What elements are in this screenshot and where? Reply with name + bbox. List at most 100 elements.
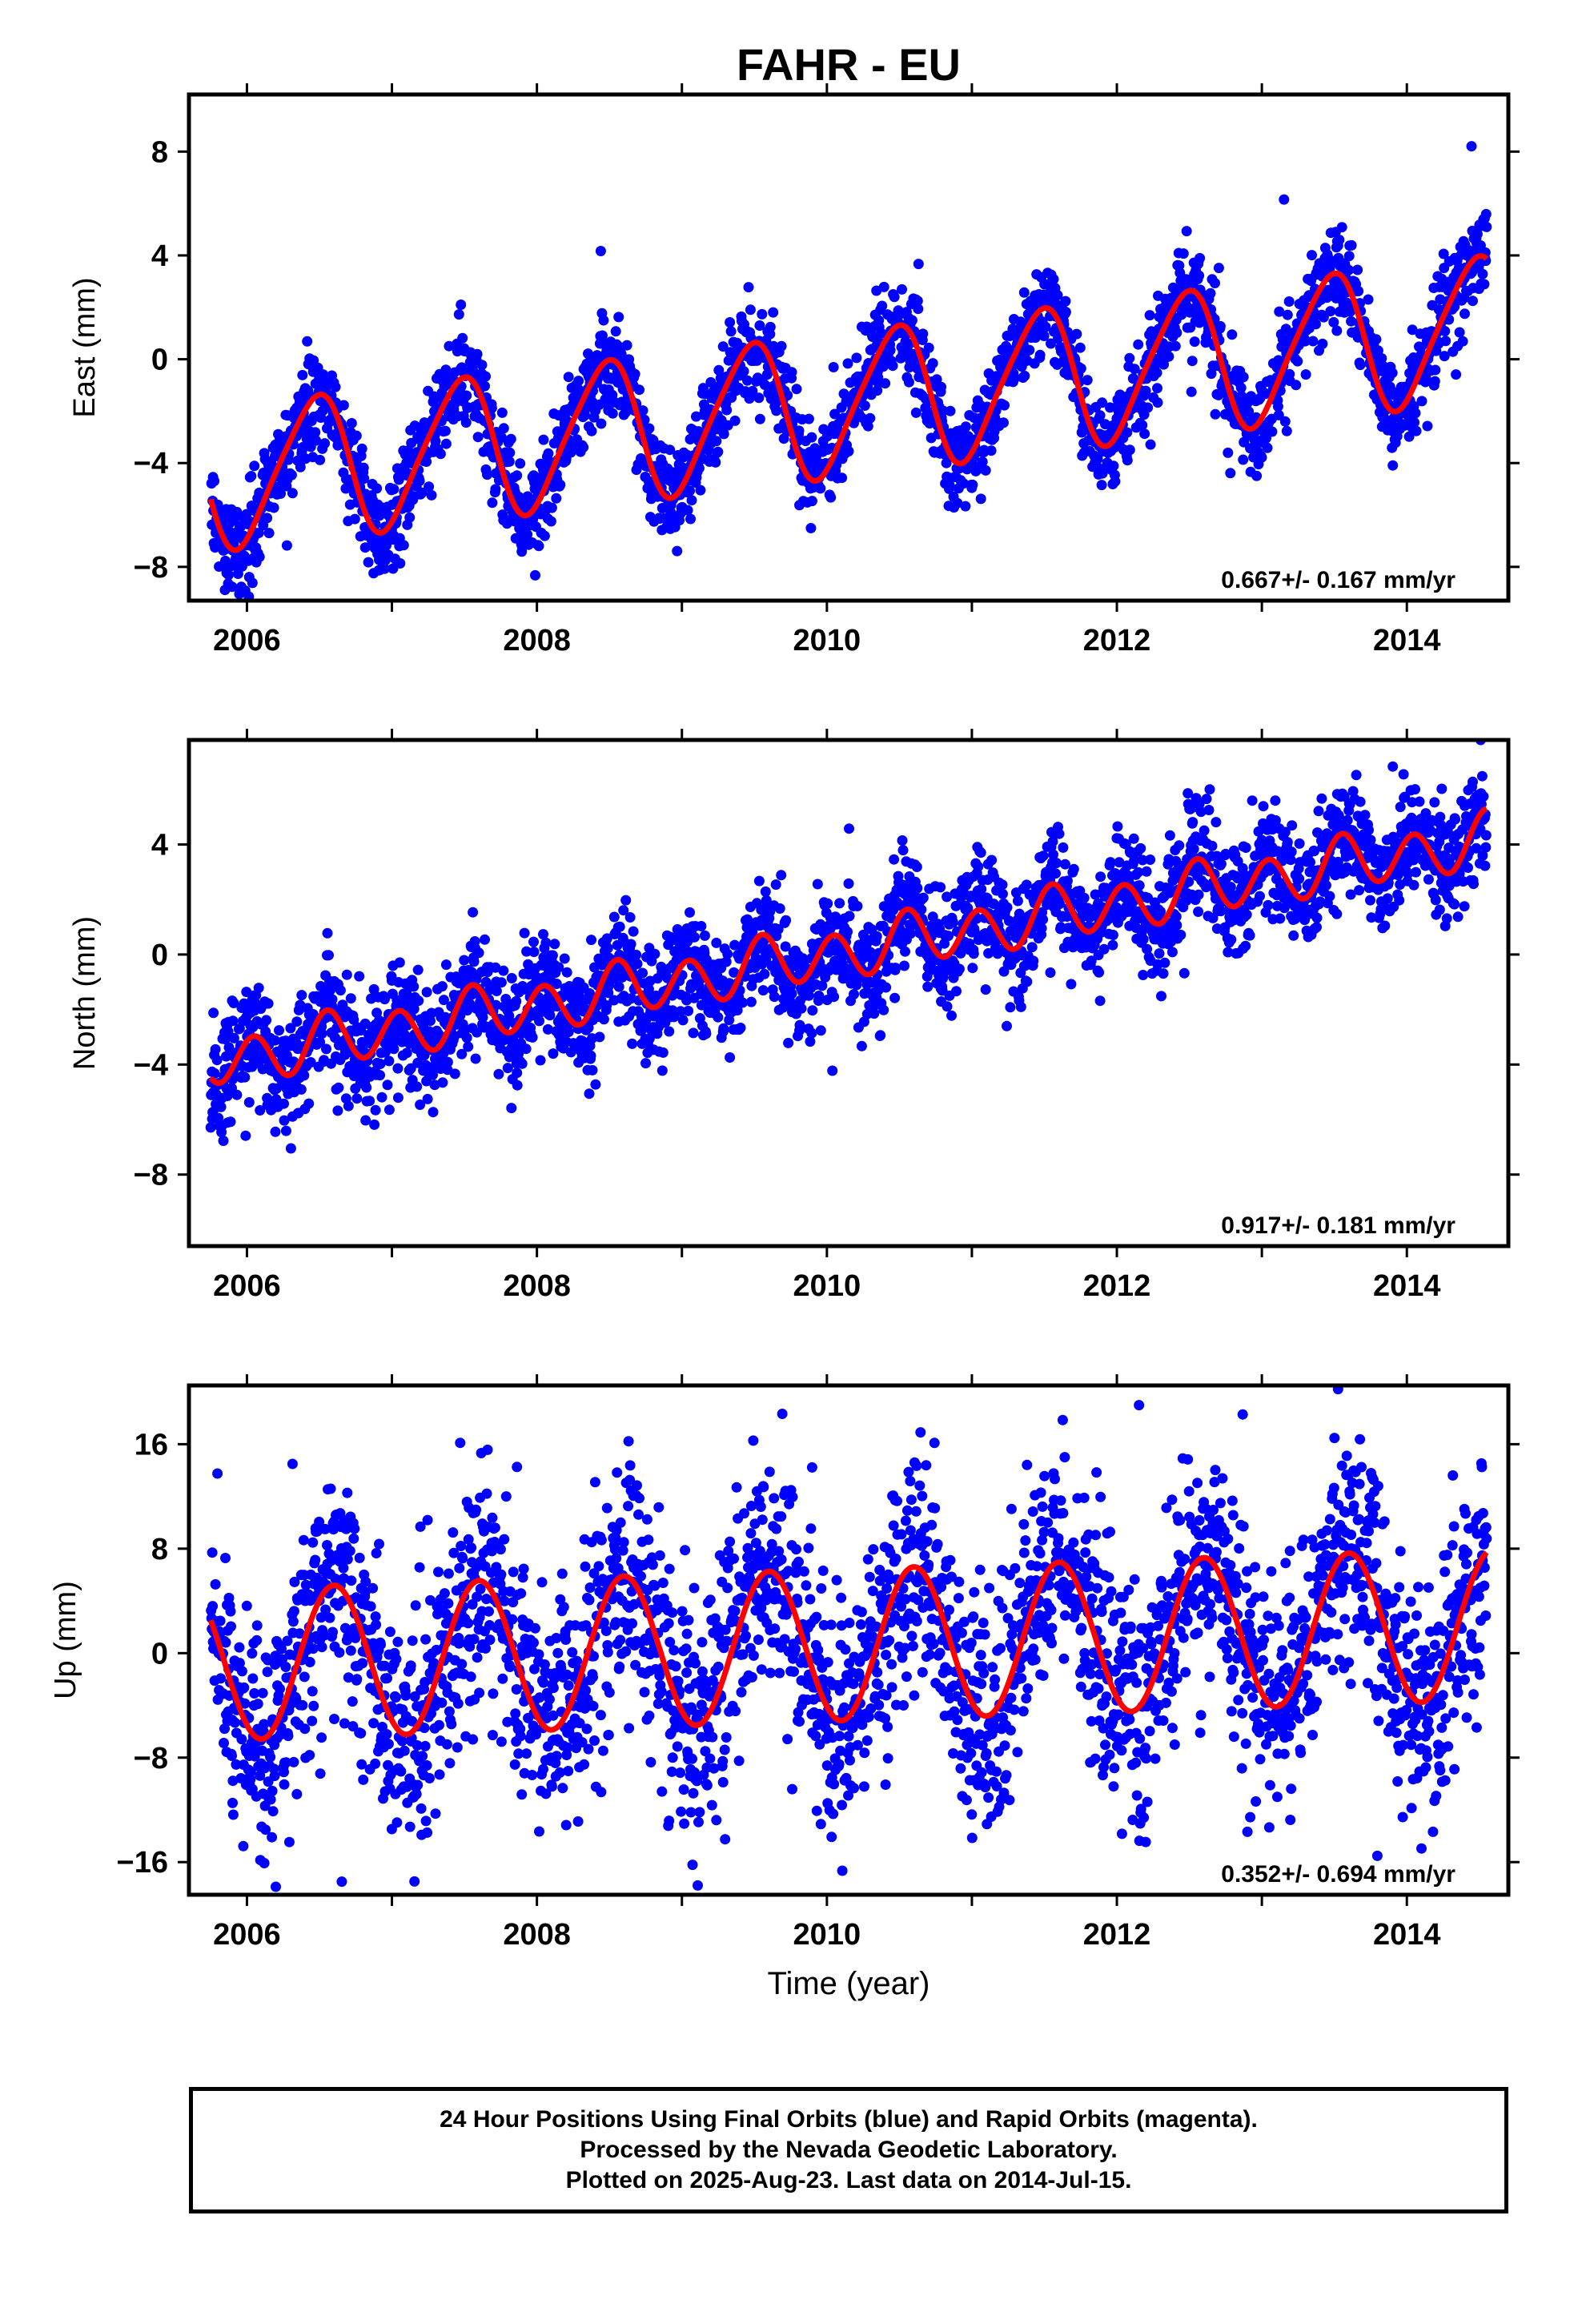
east-data-point xyxy=(713,446,724,457)
north-data-point xyxy=(618,905,629,916)
east-data-point xyxy=(958,478,969,489)
east-data-point xyxy=(1267,426,1278,437)
north-data-point xyxy=(1138,970,1149,980)
east-data-point xyxy=(1460,308,1470,320)
east-data-point xyxy=(1291,380,1302,391)
north-data-point xyxy=(601,933,612,944)
east-data-point xyxy=(253,528,264,538)
north-data-point xyxy=(227,1015,239,1027)
north-data-point xyxy=(519,927,530,939)
north-data-point xyxy=(637,967,648,979)
east-data-point xyxy=(880,378,891,389)
north-data-point xyxy=(624,912,636,923)
north-data-point xyxy=(916,904,927,915)
east-data-point xyxy=(1236,391,1247,401)
north-data-point xyxy=(468,956,480,967)
north-data-point xyxy=(506,1103,517,1114)
north-data-point xyxy=(321,1043,331,1055)
east-data-point xyxy=(1238,454,1249,465)
north-data-point xyxy=(412,1057,424,1068)
north-data-point xyxy=(732,1005,743,1015)
east-data-point xyxy=(710,456,721,468)
north-data-point xyxy=(388,1043,400,1055)
east-data-point xyxy=(1307,250,1317,261)
north-data-point xyxy=(470,1053,481,1064)
east-data-point xyxy=(472,432,484,443)
north-data-point xyxy=(1128,833,1139,844)
east-data-point xyxy=(771,405,782,416)
east-data-point xyxy=(1355,360,1366,371)
north-data-point xyxy=(511,995,522,1007)
east-data-point xyxy=(486,403,497,413)
north-data-point xyxy=(413,995,424,1007)
north-data-point xyxy=(528,936,539,947)
north-data-point xyxy=(943,931,954,942)
north-data-point xyxy=(542,1023,553,1035)
east-data-point xyxy=(1009,373,1020,384)
north-data-point xyxy=(425,1015,436,1027)
north-data-point xyxy=(351,1093,363,1104)
north-data-point xyxy=(856,1040,867,1051)
east-data-point xyxy=(717,341,729,352)
east-ytick-label: 0 xyxy=(151,344,168,377)
east-data-point xyxy=(1040,321,1051,332)
north-data-point xyxy=(1015,1001,1026,1012)
north-data-point xyxy=(412,964,424,975)
east-data-point xyxy=(596,418,607,429)
east-data-point xyxy=(1122,427,1133,438)
north-data-point xyxy=(1051,858,1062,869)
east-data-point xyxy=(1300,369,1311,380)
east-data-point xyxy=(504,447,516,458)
east-data-point xyxy=(977,456,988,468)
east-data-point xyxy=(806,496,817,507)
east-data-point xyxy=(711,436,722,447)
east-data-point xyxy=(456,300,467,310)
east-data-point xyxy=(906,315,917,326)
north-data-point xyxy=(613,981,624,992)
east-data-point xyxy=(1096,480,1107,491)
east-data-point xyxy=(330,381,341,392)
north-data-point xyxy=(942,1001,953,1012)
east-data-point xyxy=(1171,328,1182,338)
north-data-point xyxy=(493,1068,504,1080)
east-data-point xyxy=(889,292,900,303)
north-data-point xyxy=(922,981,934,992)
north-data-point xyxy=(927,911,938,923)
north-data-point xyxy=(973,861,984,872)
north-data-point xyxy=(589,962,600,973)
east-data-point xyxy=(461,390,472,401)
north-data-point xyxy=(280,1125,291,1136)
east-data-point xyxy=(1251,470,1263,481)
east-data-point xyxy=(1343,264,1355,275)
east-data-point xyxy=(1439,351,1450,362)
east-data-point xyxy=(246,471,257,481)
east-data-point xyxy=(693,463,705,474)
east-data-point xyxy=(1124,352,1135,364)
north-data-point xyxy=(375,1070,385,1081)
north-data-point xyxy=(1059,858,1070,870)
north-data-point xyxy=(997,879,1008,891)
east-data-point xyxy=(275,488,286,499)
east-data-point xyxy=(887,360,898,372)
east-data-point xyxy=(1480,208,1492,219)
east-data-point xyxy=(851,352,862,364)
east-data-point xyxy=(487,497,498,509)
north-data-point xyxy=(565,1047,576,1058)
east-data-point xyxy=(607,408,618,419)
east-data-point xyxy=(1238,372,1249,383)
east-data-point xyxy=(209,476,220,487)
east-data-point xyxy=(249,460,260,472)
east-data-point xyxy=(1481,221,1492,232)
east-data-point xyxy=(379,563,390,574)
east-data-point xyxy=(1145,439,1156,450)
north-data-point xyxy=(383,1104,395,1116)
east-data-point xyxy=(936,381,947,392)
east-data-point xyxy=(1363,294,1374,305)
east-data-point xyxy=(1140,385,1151,396)
north-data-point xyxy=(878,901,889,912)
north-data-point xyxy=(998,888,1008,899)
north-data-point xyxy=(506,973,517,983)
east-data-point xyxy=(563,372,574,383)
north-data-point xyxy=(361,1082,372,1093)
east-data-point xyxy=(1336,222,1347,233)
